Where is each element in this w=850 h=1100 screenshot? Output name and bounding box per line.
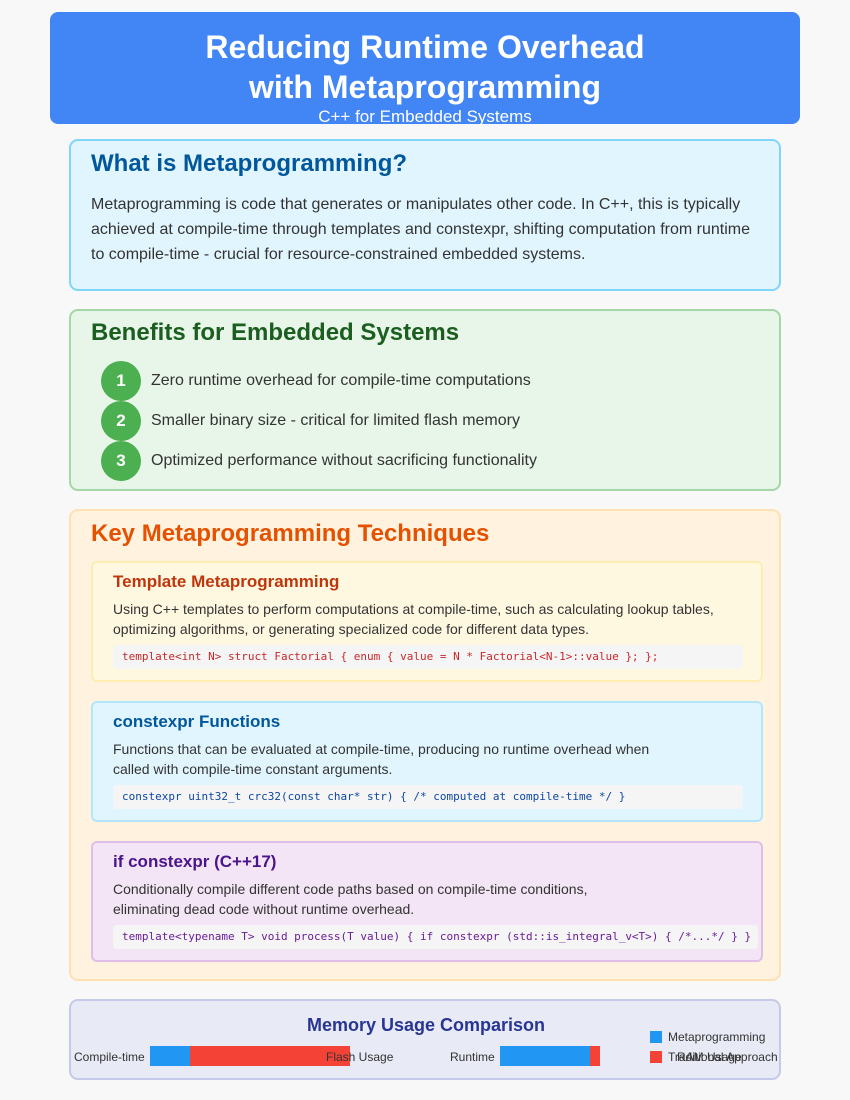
technique-title: constexpr Functions	[113, 712, 281, 731]
technique-title: Template Metaprogramming	[113, 572, 340, 591]
code-snippet: template<typename T> void process(T valu…	[113, 925, 758, 949]
what-is-section: What is Metaprogramming? Metaprogramming…	[69, 139, 781, 291]
technique-description: Functions that can be evaluated at compi…	[113, 741, 650, 777]
page-subtitle: C++ for Embedded Systems	[318, 107, 532, 126]
benefit-number-badge: 3	[101, 441, 141, 481]
technique-card-template: Template Metaprogramming Using C++ templ…	[91, 561, 763, 682]
techniques-section: Key Metaprogramming Techniques Template …	[69, 509, 781, 981]
legend-traditional: Traditional Approach	[668, 1050, 778, 1064]
technique-description: Conditionally compile different code pat…	[113, 881, 588, 917]
technique-title: if constexpr (C++17)	[113, 852, 277, 871]
compile-time-traditional-bar	[190, 1046, 350, 1066]
what-body: Metaprogramming is code that generates o…	[91, 196, 750, 263]
code-snippet: constexpr uint32_t crc32(const char* str…	[113, 785, 743, 809]
benefit-text: Zero runtime overhead for compile-time c…	[151, 372, 531, 389]
benefit-number-badge: 1	[101, 361, 141, 401]
benefit-item: 2 Smaller binary size - critical for lim…	[91, 401, 759, 441]
benefit-number-badge: 2	[101, 401, 141, 441]
techniques-heading: Key Metaprogramming Techniques	[91, 520, 490, 547]
what-heading: What is Metaprogramming?	[91, 150, 408, 177]
compile-time-label: Compile-time	[74, 1050, 145, 1064]
legend-swatch-metaprogramming	[650, 1031, 662, 1043]
memory-title: Memory Usage Comparison	[306, 1015, 546, 1035]
memory-comparison-section: Memory Usage Comparison Compile-time Fla…	[69, 999, 781, 1080]
runtime-metaprogramming-bar	[500, 1046, 590, 1066]
flash-usage-label: Flash Usage	[326, 1050, 394, 1064]
legend-metaprogramming: Metaprogramming	[668, 1030, 766, 1044]
technique-card-if-constexpr: if constexpr (C++17) Conditionally compi…	[91, 841, 763, 962]
benefit-text: Optimized performance without sacrificin…	[151, 452, 537, 469]
runtime-label: Runtime	[450, 1050, 495, 1064]
code-snippet: template<int N> struct Factorial { enum …	[113, 645, 743, 669]
compile-time-metaprogramming-bar	[150, 1046, 190, 1066]
technique-card-constexpr: constexpr Functions Functions that can b…	[91, 701, 763, 822]
runtime-traditional-bar	[590, 1046, 600, 1066]
benefit-text: Smaller binary size - critical for limit…	[151, 412, 520, 429]
benefits-list: 1 Zero runtime overhead for compile-time…	[91, 361, 759, 481]
legend-swatch-traditional	[650, 1051, 662, 1063]
benefits-section: Benefits for Embedded Systems 1 Zero run…	[69, 309, 781, 491]
page-title: Reducing Runtime Overhead with Metaprogr…	[205, 29, 645, 105]
benefits-heading: Benefits for Embedded Systems	[91, 319, 460, 346]
technique-description: Using C++ templates to perform computati…	[113, 601, 714, 637]
ram-usage-label: RAM Usage	[677, 1050, 742, 1064]
header-banner: Reducing Runtime Overhead with Metaprogr…	[50, 12, 800, 126]
benefit-item: 1 Zero runtime overhead for compile-time…	[91, 361, 759, 401]
benefit-item: 3 Optimized performance without sacrific…	[91, 441, 759, 481]
